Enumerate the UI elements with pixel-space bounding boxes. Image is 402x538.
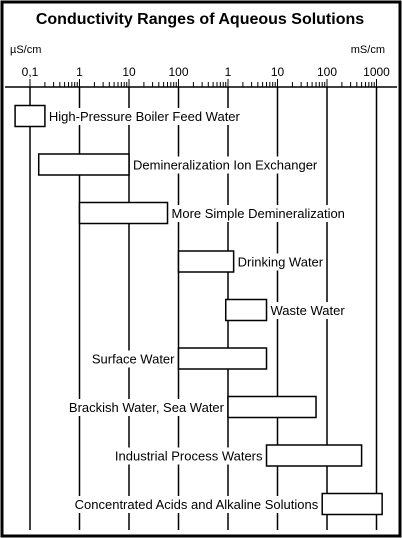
x-axis-ticks: 0,1 1 10 100 1 10 100 1000 <box>22 65 390 87</box>
tick-label-2: 10 <box>122 65 136 79</box>
range-label-bg-1 <box>131 156 320 174</box>
range-label-bg-6 <box>66 399 227 416</box>
range-label-0: High-Pressure Boiler Feed Water <box>49 109 241 124</box>
range-label-bg-0 <box>46 108 243 125</box>
range-label-bg-8 <box>72 496 321 513</box>
range-label-7: Industrial Process Waters <box>115 449 263 464</box>
range-label-1: Demineralization Ion Exchanger <box>133 158 318 173</box>
range-bar-7 <box>265 444 363 467</box>
range-bar-2 <box>78 201 169 225</box>
range-bar-4 <box>224 298 268 322</box>
range-bar-1 <box>37 153 130 176</box>
tick-label-0: 0,1 <box>22 65 39 79</box>
range-bar-5 <box>177 347 268 370</box>
range-bars: High-Pressure Boiler Feed Water Demineral… <box>14 104 383 516</box>
range-label-5: Surface Water <box>92 352 175 367</box>
unit-label-right: mS/cm <box>351 44 385 56</box>
tick-label-4: 1 <box>225 65 232 79</box>
chart-title: Conductivity Ranges of Aqueous Solutions <box>36 11 364 28</box>
range-label-2: More Simple Demineralization <box>172 206 345 221</box>
range-label-6: Brackish Water, Sea Water <box>69 400 225 415</box>
range-bar-6 <box>227 395 317 419</box>
range-label-bg-5 <box>89 350 178 368</box>
range-label-8: Concentrated Acids and Alkaline Solution… <box>75 497 319 512</box>
unit-label-left: µS/cm <box>10 44 41 56</box>
range-label-bg-4 <box>268 302 348 319</box>
range-bar-8 <box>321 492 383 516</box>
range-bar-3 <box>177 250 235 273</box>
range-label-bg-7 <box>112 447 266 465</box>
tick-label-1: 1 <box>76 65 83 79</box>
range-label-3: Drinking Water <box>238 255 324 270</box>
tick-label-6: 100 <box>317 65 337 79</box>
tick-label-3: 100 <box>168 65 188 79</box>
range-label-bg-2 <box>169 205 347 222</box>
tick-label-7: 1000 <box>363 65 390 79</box>
range-bar-0 <box>14 104 46 128</box>
range-label-4: Waste Water <box>271 303 346 318</box>
range-label-bg-3 <box>235 253 326 271</box>
tick-label-5: 10 <box>271 65 285 79</box>
